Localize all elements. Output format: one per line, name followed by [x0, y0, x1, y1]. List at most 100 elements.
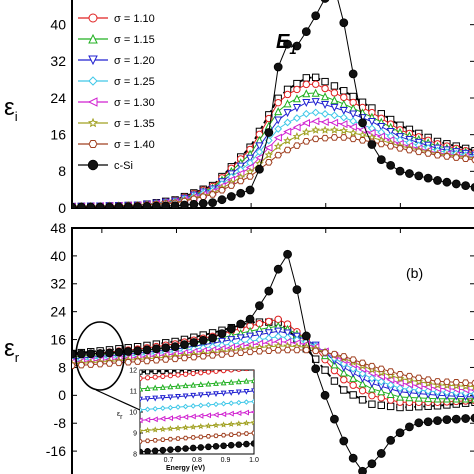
panelA-series-8-point — [301, 27, 311, 36]
panelA-series-8-point — [320, 0, 330, 3]
panelA-series-7-point — [311, 135, 320, 143]
inset-series-3-point — [197, 392, 204, 399]
legend-marker — [88, 55, 98, 66]
panelB-series-7-point — [471, 379, 474, 387]
panelA-series-8-point — [451, 179, 461, 189]
inset-series-8-point — [212, 442, 220, 450]
inset-series-5-point — [167, 415, 173, 422]
inset-series-6-point — [212, 421, 220, 429]
panelB-series-7-point — [72, 362, 76, 369]
panel-b: -24 -16 -8 0 8 16 24 32 40 48 — [46, 220, 474, 474]
panelB-series-8-point — [348, 453, 358, 463]
panelA-series-1-point — [330, 89, 339, 97]
panelA-series-8-point — [404, 169, 414, 178]
panelA-series-7-point — [321, 134, 329, 142]
panelB-series-7-point — [452, 378, 461, 386]
panelA-series-8-point — [255, 164, 264, 174]
inset-series-1-point — [160, 373, 166, 379]
panelB-series-8-point — [264, 286, 274, 296]
inset-series-7-point — [236, 431, 242, 437]
inset-series-2-point — [175, 382, 181, 389]
panelB-series-7-point — [115, 359, 123, 367]
panelA-series-8-point — [245, 185, 255, 195]
inset-series-3-point — [175, 394, 181, 400]
inset-series-3-point — [182, 393, 189, 400]
inset-series-4-point — [197, 402, 204, 409]
panelB-series-2-point — [377, 387, 386, 396]
inset-series-8-point — [235, 441, 243, 448]
inset-series-2-point — [220, 379, 227, 386]
panelA-series-7-point — [386, 142, 395, 150]
legend-label: σ = 1.35 — [114, 118, 155, 130]
panelB-series-1-point — [349, 381, 357, 389]
panelB-series-2-point — [470, 396, 474, 403]
panelA-series-1-point — [340, 93, 348, 102]
inset-series-6-point — [140, 427, 144, 434]
panelB-series-8-point — [226, 324, 236, 334]
panelB-ytick-label: 40 — [50, 248, 66, 264]
inset-series-2-point — [228, 378, 235, 385]
inset-series-line-2 — [140, 380, 254, 390]
panelA-series-8-point — [180, 200, 189, 208]
panelB-series-7-point — [190, 353, 198, 361]
panelB-series-7-point — [302, 346, 311, 354]
panelA-series-5-point — [273, 133, 282, 142]
panelA-series-6-point — [348, 128, 358, 137]
panelB-series-0-point — [377, 401, 385, 410]
panelA-series-3-point — [246, 154, 255, 163]
panelA-series-8-point — [226, 192, 236, 201]
panelB-series-7-point — [124, 358, 133, 366]
panelA-series-1-point — [311, 80, 320, 88]
panelB-series-1-point — [358, 386, 367, 395]
panelA-series-7-point — [246, 173, 254, 180]
panelB-series-7-point — [396, 371, 404, 378]
panelA-series-8-point — [311, 11, 321, 21]
panelA-series-7-point — [396, 145, 404, 152]
panelB-series-2-point — [358, 379, 367, 388]
panelA-series-8-point — [367, 140, 377, 149]
inset-series-3-point — [228, 390, 235, 396]
panelB-series-3-point — [283, 329, 292, 338]
inset-series-5-point — [212, 411, 219, 418]
panelA-series-7-point — [414, 148, 423, 156]
panelB-series-2-point — [405, 393, 414, 402]
panelA-series-5-point — [320, 118, 329, 127]
inset-series-2-point — [167, 383, 174, 390]
inset-series-0-point — [140, 370, 143, 375]
panelA-series-7-point — [236, 177, 245, 185]
panelB-series-7-point — [311, 347, 320, 355]
panelB-series-4-point — [358, 369, 367, 378]
panelA-series-8-point — [386, 160, 396, 170]
inset-series-7-point — [160, 437, 166, 443]
inset-series-6-point — [159, 425, 167, 432]
panelB-series-8-point — [367, 459, 377, 469]
inset-series-2-point — [243, 377, 250, 384]
panelB-series-1-point — [368, 391, 376, 400]
panelB-series-7-point — [386, 368, 395, 375]
panelB-ytick-label: 16 — [50, 331, 66, 347]
legend-marker — [88, 76, 98, 86]
panelA-series-4-point — [321, 110, 329, 118]
panelA-series-8-point — [142, 202, 152, 208]
panelB-series-3-point — [236, 334, 245, 343]
inset-series-5-point — [197, 413, 204, 419]
legend-label: σ = 1.20 — [114, 55, 155, 67]
panelA-series-1-point — [274, 98, 282, 107]
panelB-series-7-point — [368, 362, 376, 370]
legend-marker — [87, 159, 99, 171]
panelB-series-4-point — [377, 377, 386, 386]
panelB-series-8-point — [470, 413, 474, 423]
inset-series-8-point — [227, 441, 235, 449]
panelB-series-7-point — [255, 347, 264, 355]
inset-series-8-point — [197, 444, 205, 451]
panelB-series-7-point — [133, 358, 142, 365]
inset-series-8-point — [167, 446, 174, 453]
panelA-series-8-point — [208, 198, 217, 208]
panelA-series-5-point — [283, 127, 292, 136]
legend-marker — [87, 97, 98, 107]
inset-series-2-point — [251, 377, 254, 384]
panelB-series-8-point — [451, 414, 461, 424]
inset-series-1-point — [183, 371, 189, 377]
panelB-series-8-point — [255, 301, 264, 311]
panelA-series-6-point — [283, 136, 292, 145]
